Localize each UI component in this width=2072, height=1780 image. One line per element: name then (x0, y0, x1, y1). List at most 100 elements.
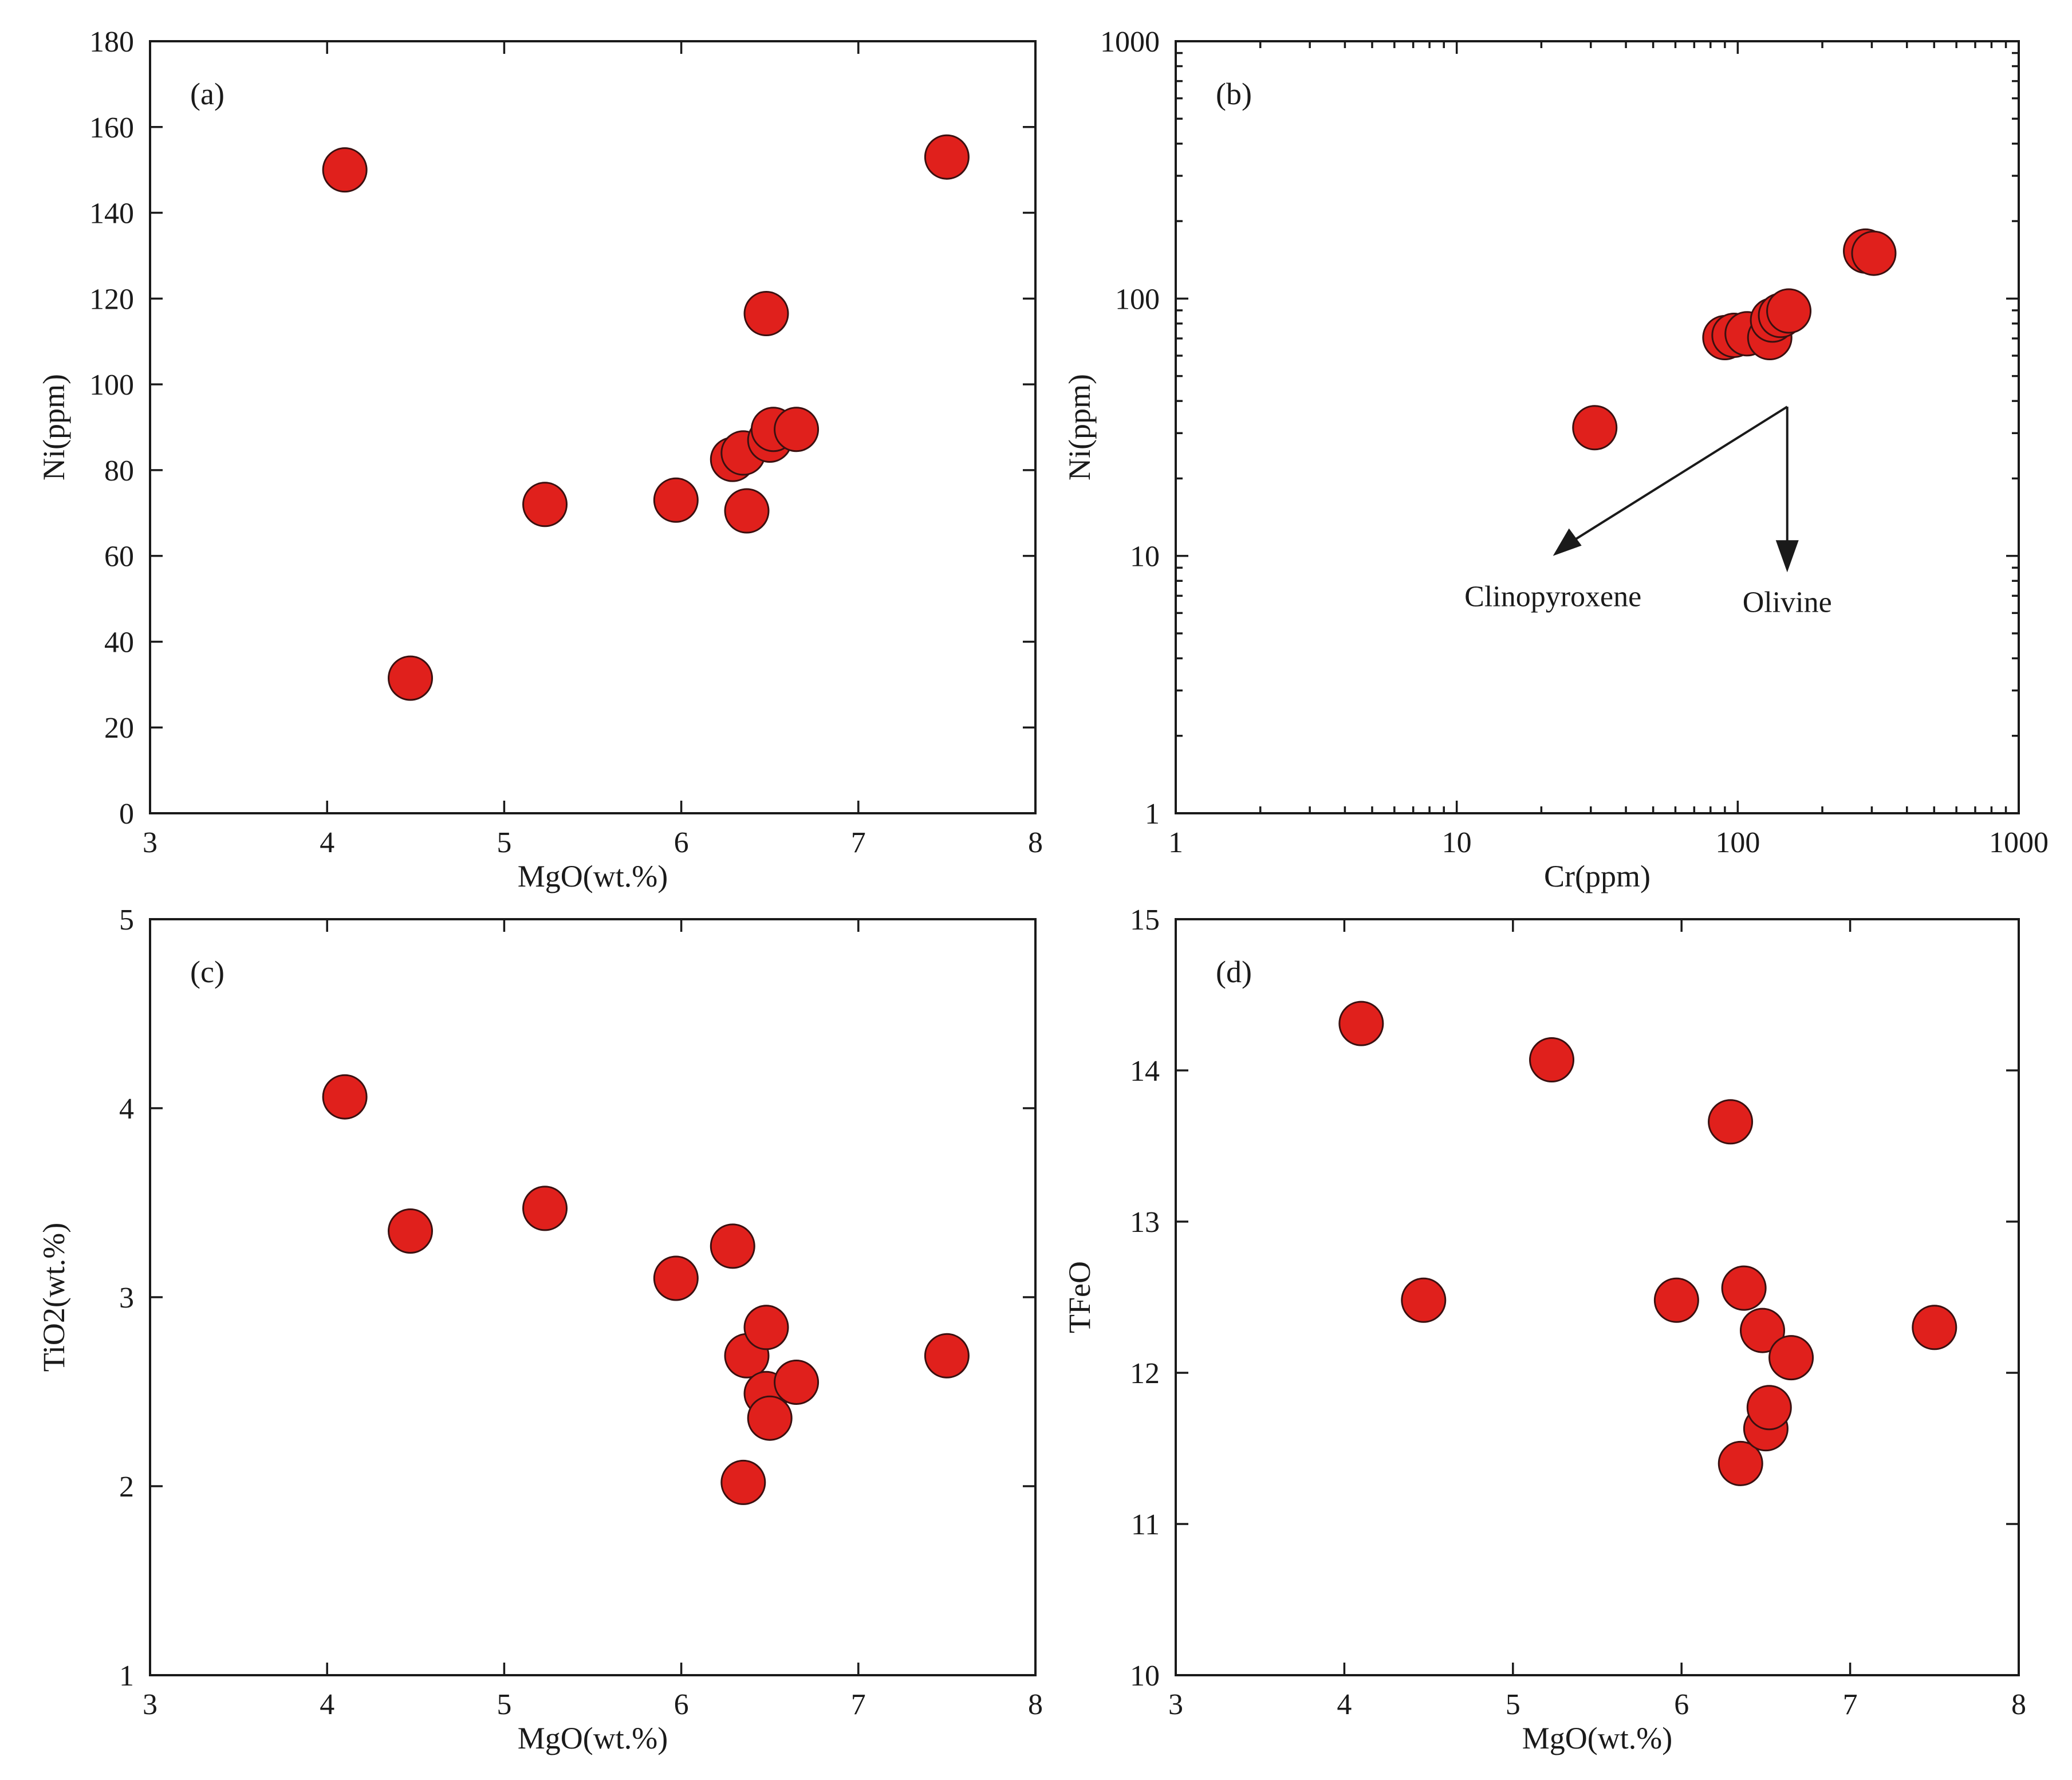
x-axis-title: MgO(wt.%) (518, 859, 668, 893)
data-point (1746, 1385, 1792, 1431)
y-axis-title: TiO2(wt.%) (37, 1223, 71, 1372)
data-point (1653, 1277, 1699, 1323)
y-tick-label: 1 (119, 1660, 134, 1692)
data-point (1572, 405, 1618, 451)
x-tick-label: 1 (1168, 826, 1183, 859)
data-point (710, 1223, 755, 1269)
y-tick-label: 15 (1130, 904, 1160, 936)
data-point (1851, 230, 1897, 276)
x-tick-label: 3 (143, 826, 157, 859)
x-tick-label: 100 (1715, 826, 1760, 859)
y-tick-label: 80 (104, 455, 134, 487)
y-tick-label: 140 (89, 198, 134, 230)
x-tick-label: 5 (497, 1688, 511, 1721)
data-point (1529, 1037, 1575, 1083)
y-tick-label: 100 (89, 369, 134, 401)
y-tick-label: 120 (89, 283, 134, 316)
y-tick-label: 160 (89, 112, 134, 144)
y-tick-label: 1 (1145, 798, 1160, 830)
data-point (522, 482, 568, 527)
x-tick-label: 5 (1506, 1688, 1520, 1721)
data-point (653, 477, 699, 523)
plot-frame (149, 40, 1037, 814)
data-point (388, 1208, 434, 1254)
clinopyroxene-arrowhead (1553, 528, 1582, 556)
data-point (1708, 1099, 1754, 1145)
x-tick-label: 5 (497, 826, 511, 859)
data-point (388, 655, 434, 701)
x-axis-title: MgO(wt.%) (518, 1721, 668, 1755)
data-point (1912, 1305, 1957, 1350)
x-tick-label: 7 (851, 826, 866, 859)
y-tick-label: 11 (1131, 1509, 1160, 1541)
panel-b: 1 10 100 1000 1 10 100 1000 Cr(ppm) Ni(ppm) (b) Cli… (1062, 26, 2049, 893)
x-tick-label: 3 (1168, 1688, 1183, 1721)
data-point (1338, 1001, 1384, 1046)
x-tick-label: 8 (1028, 1688, 1043, 1721)
clinopyroxene-label: Clinopyroxene (1464, 581, 1641, 613)
x-tick-label: 4 (320, 1688, 334, 1721)
y-tick-label: 20 (104, 712, 134, 745)
x-tick-label: 7 (1843, 1688, 1858, 1721)
y-tick-label: 40 (104, 626, 134, 659)
data-point (1766, 288, 1812, 334)
y-tick-label: 12 (1130, 1357, 1160, 1390)
y-tick-label: 2 (119, 1471, 134, 1503)
x-tick-label: 10 (1442, 826, 1472, 859)
data-point (747, 1395, 793, 1441)
data-point (720, 1459, 766, 1505)
y-tick-label: 100 (1115, 283, 1160, 316)
panel-label: (b) (1216, 77, 1252, 111)
x-tick-label: 1000 (1989, 826, 2049, 859)
y-axis-title: Ni(ppm) (37, 374, 71, 481)
y-tick-label: 10 (1130, 541, 1160, 573)
plot-frame (149, 918, 1037, 1676)
data-point (924, 1333, 970, 1379)
x-tick-label: 8 (2011, 1688, 2026, 1721)
x-tick-label: 8 (1028, 826, 1043, 859)
data-point (924, 134, 970, 180)
data-point (774, 1360, 820, 1405)
data-point (322, 147, 368, 193)
y-axis-title: Ni(ppm) (1062, 374, 1097, 481)
y-tick-label: 3 (119, 1282, 134, 1314)
panel-d: 3 4 5 6 7 8 10 11 12 13 14 15 MgO(wt.%) TFeO (d) (1062, 904, 2026, 1755)
x-tick-label: 6 (674, 826, 689, 859)
data-point (653, 1255, 699, 1301)
x-axis-title: Cr(ppm) (1544, 859, 1650, 893)
data-point (1768, 1335, 1814, 1381)
x-tick-label: 6 (1674, 1688, 1689, 1721)
plot-frame (1175, 40, 2020, 814)
data-point (724, 488, 770, 534)
data-point (1740, 1308, 1786, 1353)
y-tick-label: 13 (1130, 1206, 1160, 1239)
x-tick-label: 3 (143, 1688, 157, 1721)
panel-label: (c) (190, 955, 224, 989)
y-tick-label: 0 (119, 798, 134, 830)
x-tick-label: 4 (320, 826, 334, 859)
data-point (743, 1305, 789, 1350)
x-tick-label: 4 (1337, 1688, 1352, 1721)
x-tick-label: 6 (674, 1688, 689, 1721)
clinopyroxene-vector (1568, 405, 1788, 545)
data-point (774, 407, 820, 452)
y-tick-label: 14 (1130, 1055, 1160, 1088)
plot-frame (1175, 918, 2020, 1676)
y-tick-label: 5 (119, 904, 134, 936)
y-tick-label: 10 (1130, 1660, 1160, 1692)
x-tick-label: 7 (851, 1688, 866, 1721)
data-point (322, 1074, 368, 1120)
x-axis-title: MgO(wt.%) (1522, 1721, 1672, 1755)
y-tick-label: 4 (119, 1093, 134, 1125)
data-point (1718, 1440, 1763, 1486)
panel-a: 3 4 5 6 7 8020406080100120140160180MgO(wt.%)N… (37, 26, 1043, 893)
olivine-arrowhead (1775, 540, 1799, 573)
data-point (522, 1186, 568, 1231)
y-tick-label: 1000 (1100, 26, 1160, 58)
y-axis-title: TFeO (1062, 1261, 1097, 1333)
y-tick-label: 180 (89, 26, 134, 58)
panel-label: (d) (1216, 955, 1252, 989)
y-tick-label: 60 (104, 541, 134, 573)
data-point (1401, 1277, 1447, 1323)
